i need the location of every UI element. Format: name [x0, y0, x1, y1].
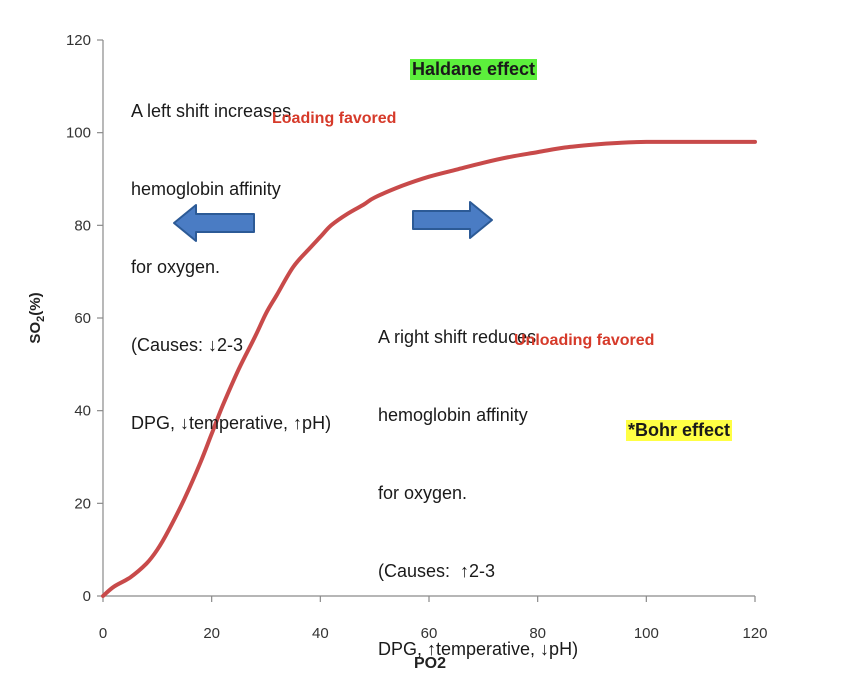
right-shift-line: A right shift reduces	[378, 327, 537, 347]
left-shift-text: A left shift increases hemoglobin affini…	[131, 46, 331, 462]
series-line	[101, 139, 757, 598]
bohr-effect-label: *Bohr effect	[626, 420, 733, 441]
y-tick-label: 120	[66, 32, 91, 49]
x-tick-label: 120	[742, 625, 767, 642]
y-label-sub: 2	[35, 316, 47, 322]
right-shift-line: hemoglobin affinity	[378, 405, 528, 425]
y-tick-label: 100	[66, 125, 91, 142]
y-tick-label: 60	[74, 310, 91, 327]
right-shift-line: DPG, ↑temperative, ↓pH)	[378, 639, 579, 659]
right-shift-arrow	[412, 201, 493, 239]
right-shift-line: for oxygen.	[378, 483, 468, 503]
x-tick-label: 20	[203, 625, 220, 642]
right-shift-line: (Causes: ↑2-3	[378, 561, 496, 581]
haldane-effect-label: Haldane effect	[410, 59, 538, 80]
left-shift-line: A left shift increases	[131, 101, 292, 121]
right-shift-text: A right shift reduces hemoglobin affinit…	[378, 272, 578, 688]
y-label-main: SO	[27, 322, 44, 344]
left-shift-line: DPG, ↓temperative, ↑pH)	[131, 413, 332, 433]
y-axis: 0 20 40 60 80 100 120	[66, 32, 104, 605]
x-axis-label: PO2	[414, 655, 446, 672]
x-tick-label: 40	[312, 625, 329, 642]
y-axis-label: SO2(%)	[27, 292, 47, 343]
x-axis: 0 20 40 60 80 100 120	[99, 595, 768, 642]
x-tick-label: 0	[99, 625, 107, 642]
left-shift-line: for oxygen.	[131, 257, 221, 277]
loading-favored-label: Loading favored	[272, 110, 397, 127]
unloading-favored-label: Unloading favored	[514, 332, 655, 349]
x-tick-label: 80	[529, 625, 546, 642]
x-tick-label: 60	[421, 625, 438, 642]
y-tick-label: 40	[74, 403, 91, 420]
series-layer	[101, 139, 757, 598]
left-shift-line: (Causes: ↓2-3	[131, 335, 244, 355]
y-tick-label: 20	[74, 495, 91, 512]
x-tick-label: 100	[634, 625, 659, 642]
y-tick-label: 80	[74, 217, 91, 234]
left-shift-line: hemoglobin affinity	[131, 179, 281, 199]
y-tick-label: 0	[83, 588, 91, 605]
left-shift-arrow	[173, 204, 255, 242]
y-label-suffix: (%)	[27, 292, 44, 315]
